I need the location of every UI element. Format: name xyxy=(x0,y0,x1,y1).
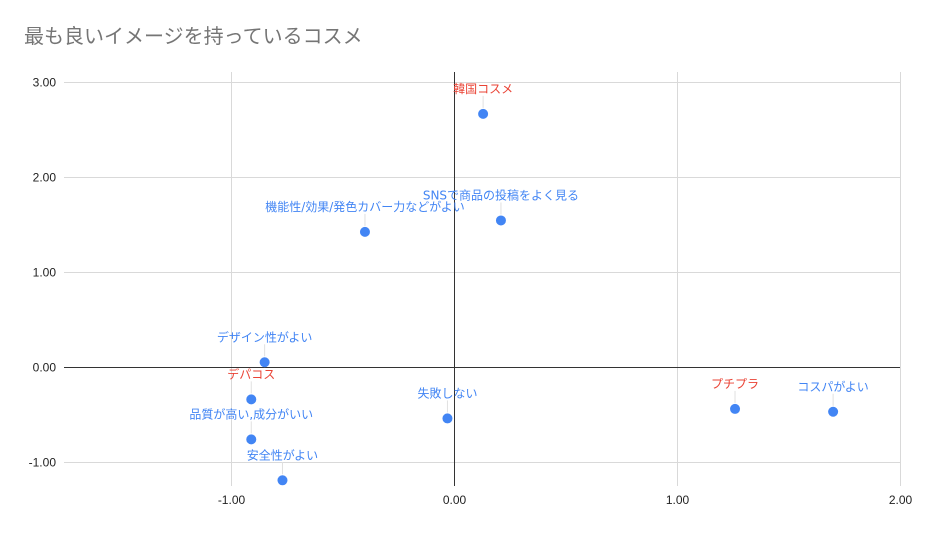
point-label: 安全性がよい xyxy=(247,447,318,462)
scatter-point xyxy=(730,403,741,414)
chart-title: 最も良いイメージを持っているコスメ xyxy=(24,24,363,48)
y-tick-label: 3.00 xyxy=(33,76,57,90)
point-label: 品質が高い,成分がいい xyxy=(189,406,313,421)
point-label: SNSで商品の投稿をよく見る xyxy=(423,187,579,202)
scatter-point xyxy=(277,475,288,486)
x-tick-label: -1.00 xyxy=(218,493,246,507)
point-label: デザイン性がよい xyxy=(217,329,312,344)
point-label: デパコス xyxy=(227,366,275,381)
y-tick-label: 0.00 xyxy=(33,361,57,375)
data-points xyxy=(246,108,839,486)
y-tick-label: 2.00 xyxy=(33,171,57,185)
point-label: 韓国コスメ xyxy=(453,82,513,96)
axis-layer xyxy=(64,72,900,486)
scatter-point xyxy=(359,226,370,237)
x-tick-label: 2.00 xyxy=(889,493,913,507)
grid-layer xyxy=(64,72,901,486)
point-label: コスパがよい xyxy=(797,379,868,394)
x-tick-label: 1.00 xyxy=(666,493,690,507)
x-tick-label: 0.00 xyxy=(443,493,467,507)
scatter-point xyxy=(246,434,257,445)
scatter-point xyxy=(246,394,257,405)
tick-labels: -1.00 0.00 1.00 2.00 3.00 -1.00 0.00 1.00 2.00 xyxy=(29,76,913,508)
point-labels: 韓国コスメ SNSで商品の投稿をよく見る機能性/効果/発色カバー力などがよいデザイ… xyxy=(189,82,869,475)
y-tick-label: 1.00 xyxy=(33,266,57,280)
point-label: 失敗しない xyxy=(417,385,477,400)
scatter-point xyxy=(828,406,839,417)
scatter-point xyxy=(478,108,489,119)
y-tick-label: -1.00 xyxy=(29,456,57,470)
point-label: 機能性/効果/発色カバー力などがよい xyxy=(265,199,465,214)
scatter-point xyxy=(495,215,506,226)
scatter-point xyxy=(259,357,270,368)
point-label: プチプラ xyxy=(711,377,759,391)
scatter-point xyxy=(442,413,453,424)
